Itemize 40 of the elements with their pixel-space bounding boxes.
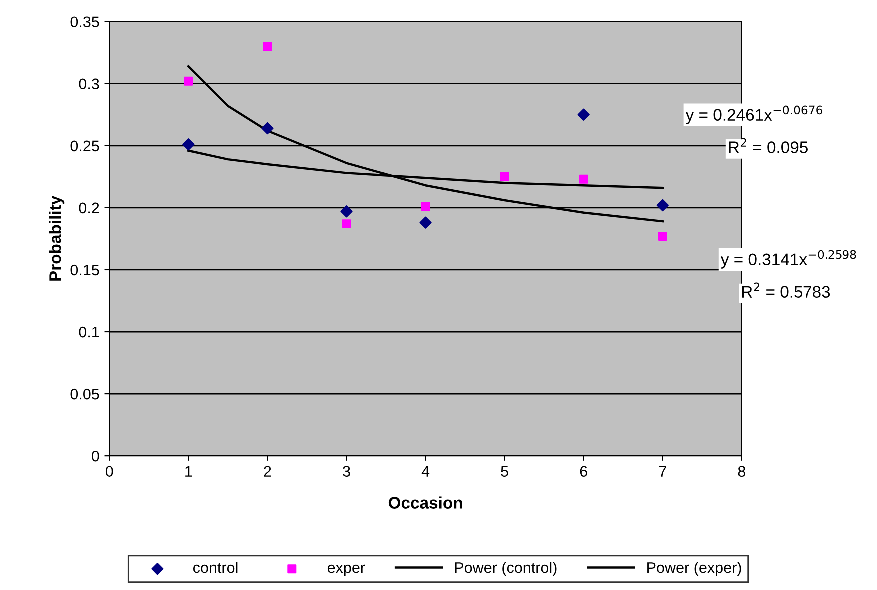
x-tick-label: 3: [343, 466, 350, 478]
y-tick-label: 0.2: [79, 202, 100, 214]
y-tick-label: 0.25: [70, 140, 100, 152]
point: [340, 206, 353, 218]
point: [421, 202, 430, 212]
legend-label: control: [193, 562, 238, 574]
point: [579, 174, 588, 184]
point: [342, 220, 352, 229]
point: [500, 172, 510, 182]
point: [182, 138, 195, 151]
y-tick-label: 0: [92, 450, 100, 462]
x-tick-label: 8: [738, 466, 746, 478]
x-tick-label: 7: [659, 466, 666, 477]
point: [420, 216, 432, 229]
y-axis-title: Probability: [49, 196, 65, 281]
x-tick-label: 0: [106, 466, 114, 478]
text: R$^{2}$ = 0.5783: [742, 282, 830, 298]
point: [262, 122, 274, 135]
y-tick-label: 0.35: [70, 16, 100, 28]
point: [578, 108, 590, 121]
y-tick-label: 0.1: [79, 326, 100, 338]
annotation: R$^{2}$ = 0.095: [729, 138, 808, 154]
annotation: y = 0.2461x$^{−0.0676}$: [686, 106, 822, 124]
x-tick-label: 1: [186, 466, 192, 477]
legend-label: exper: [328, 564, 366, 576]
x-axis-title: Occasion: [388, 496, 462, 509]
point: [263, 42, 272, 52]
legend-label: Power (control): [455, 562, 557, 576]
legend-label: Power (exper): [648, 562, 742, 576]
x-tick-label: 5: [501, 466, 508, 478]
x-tick-label: 2: [264, 466, 272, 477]
point: [184, 76, 194, 86]
y-tick-label: 0.3: [79, 78, 100, 90]
y-tick-label: 0.15: [70, 264, 100, 276]
point: [656, 199, 669, 212]
annotation: y = 0.3141x$^{−0.2598}$: [720, 250, 856, 269]
x-tick-label: 6: [580, 466, 588, 478]
y-tick-label: 0.05: [70, 388, 100, 400]
point: [658, 232, 668, 241]
x-tick-label: 4: [422, 466, 430, 477]
